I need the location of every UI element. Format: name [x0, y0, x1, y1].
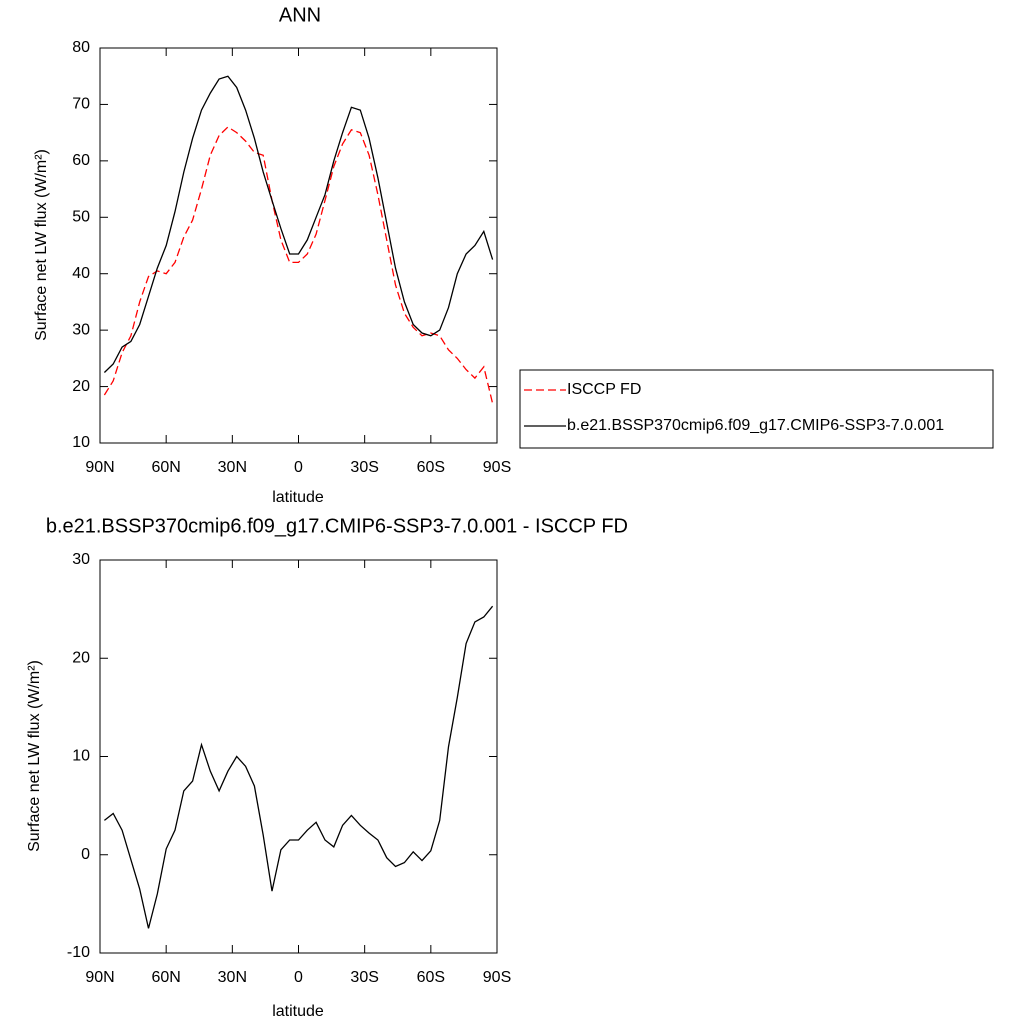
- y-tick-label: -10: [67, 944, 90, 961]
- x-tick-label: 60N: [151, 459, 180, 476]
- y-axis-label: Surface net LW flux (W/m²): [26, 660, 43, 852]
- y-tick-label: 0: [81, 846, 90, 863]
- plot-frame: [99, 559, 498, 954]
- y-tick-label: 30: [72, 551, 90, 568]
- x-tick-label: 90S: [483, 969, 511, 986]
- y-tick-label: 10: [72, 748, 90, 765]
- x-axis-label: latitude: [272, 489, 324, 506]
- legend-label: ISCCP FD: [567, 381, 641, 398]
- data-line: [103, 126, 494, 404]
- y-tick-label: 50: [72, 209, 90, 226]
- chart-title: ANN: [279, 4, 321, 26]
- x-tick-label: 60S: [417, 969, 445, 986]
- legend-label: b.e21.BSSP370cmip6.f09_g17.CMIP6-SSP3-7.…: [567, 417, 944, 434]
- x-tick-label: 30S: [350, 459, 378, 476]
- y-tick-label: 60: [72, 152, 90, 169]
- y-tick-label: 40: [72, 265, 90, 282]
- x-tick-label: 0: [294, 459, 303, 476]
- x-tick-label: 60N: [151, 969, 180, 986]
- x-tick-label: 30S: [350, 969, 378, 986]
- plot-frame: [99, 47, 498, 444]
- chart-title: b.e21.BSSP370cmip6.f09_g17.CMIP6-SSP3-7.…: [46, 515, 628, 537]
- y-tick-label: 70: [72, 96, 90, 113]
- legend-box: [519, 369, 994, 449]
- y-axis-label: Surface net LW flux (W/m²): [33, 149, 50, 341]
- x-tick-label: 30N: [218, 969, 247, 986]
- data-line: [103, 75, 494, 373]
- y-tick-label: 10: [72, 434, 90, 451]
- y-tick-label: 80: [72, 39, 90, 56]
- x-tick-label: 90N: [85, 969, 114, 986]
- x-tick-label: 90N: [85, 459, 114, 476]
- x-axis-label: latitude: [272, 1003, 324, 1020]
- x-tick-label: 90S: [483, 459, 511, 476]
- y-tick-label: 30: [72, 321, 90, 338]
- y-tick-label: 20: [72, 649, 90, 666]
- x-tick-label: 60S: [417, 459, 445, 476]
- x-tick-label: 0: [294, 969, 303, 986]
- y-tick-label: 20: [72, 378, 90, 395]
- x-tick-label: 30N: [218, 459, 247, 476]
- data-line: [103, 605, 494, 929]
